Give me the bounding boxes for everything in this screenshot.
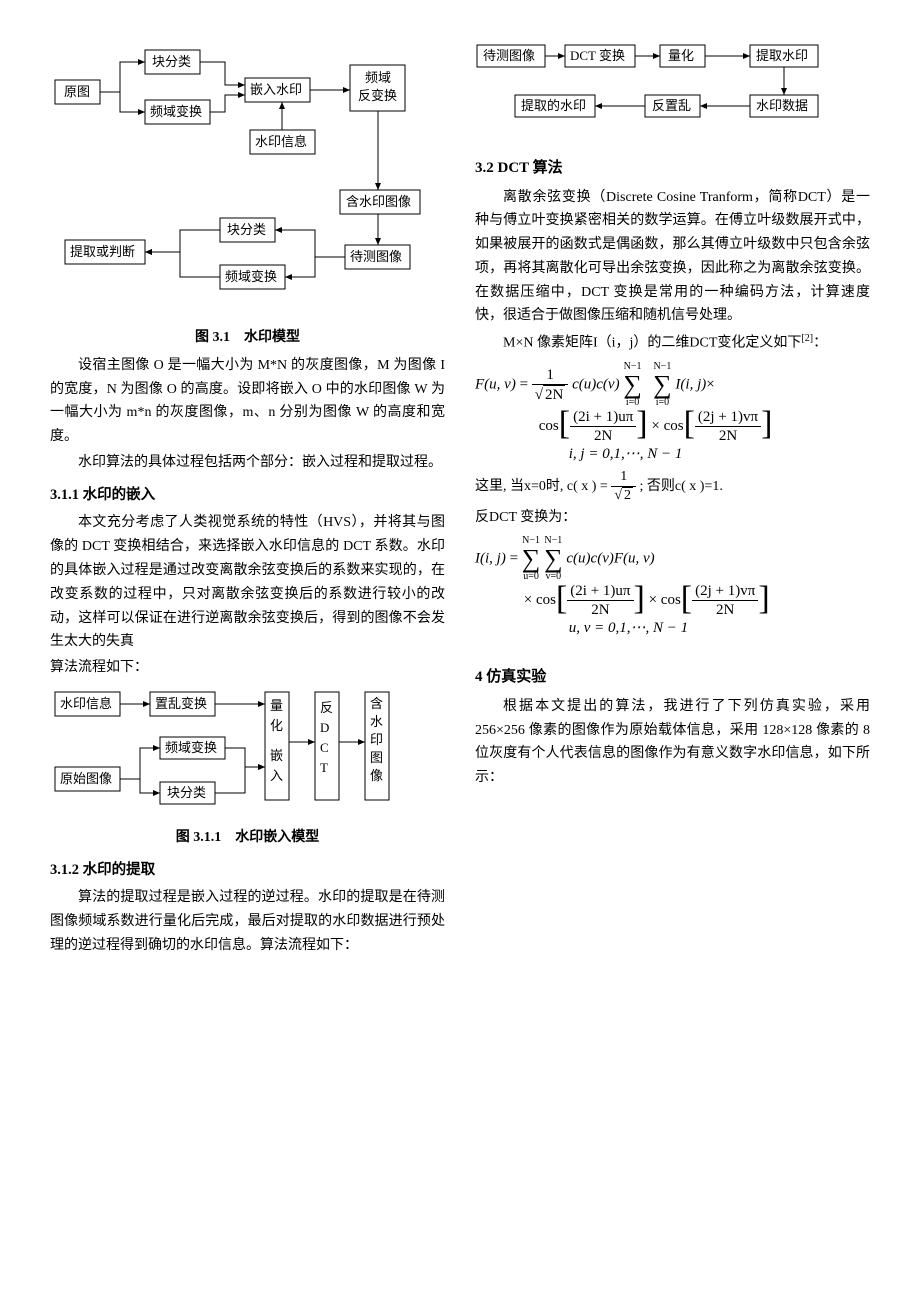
svg-text:含: 含 [370,696,383,711]
heading-3-1-2: 3.1.2 水印的提取 [50,858,445,883]
fig-3-1-2-diagram: .bx{fill:#fff;stroke:#000;stroke-width:1… [475,40,875,130]
svg-text:频域: 频域 [365,70,391,85]
svg-text:块分类: 块分类 [152,54,191,69]
svg-text:待测图像: 待测图像 [483,48,535,63]
para-32-1: 离散余弦变换（Discrete Cosine Tranform，简称DCT）是一… [475,186,870,329]
svg-text:水: 水 [370,714,383,729]
para-311-tail: 算法流程如下： [50,656,445,680]
svg-text:频域变换: 频域变换 [165,740,217,755]
svg-text:入: 入 [270,768,283,783]
para-312: 算法的提取过程是嵌入过程的逆过程。水印的提取是在待测图像频域系数进行量化后完成，… [50,886,445,957]
svg-text:量化: 量化 [668,48,694,63]
svg-text:反变换: 反变换 [358,88,397,103]
svg-text:化: 化 [270,718,283,733]
svg-text:印: 印 [370,732,383,747]
para-32-2: M×N 像素矩阵I（i，j）的二维DCT变化定义如下[2]： [475,330,870,355]
svg-text:D: D [320,720,329,735]
svg-text:含水印图像: 含水印图像 [346,194,411,209]
svg-text:提取的水印: 提取的水印 [521,98,586,113]
svg-text:嵌: 嵌 [270,748,283,763]
para-cx: 这里, 当x=0时, c( x ) = 1√2 ; 否则c( x )=1. [475,469,870,505]
svg-text:频域变换: 频域变换 [225,269,277,284]
svg-text:提取水印: 提取水印 [756,48,808,63]
svg-text:块分类: 块分类 [167,785,206,800]
svg-text:提取或判断: 提取或判断 [70,244,135,259]
svg-text:C: C [320,740,329,755]
svg-text:像: 像 [370,768,383,783]
svg-text:反: 反 [320,700,333,715]
svg-text:水印信息: 水印信息 [60,696,112,711]
heading-3-2: 3.2 DCT 算法 [475,156,870,182]
svg-text:块分类: 块分类 [227,222,266,237]
para-fig31-1: 设宿主图像 O 是一幅大小为 M*N 的灰度图像，M 为图像 I 的宽度，N 为… [50,354,445,449]
equation-dct-forward: F(u, v) = 1√2N c(u)c(v) N−1∑i=0 N−1∑i=0 … [475,362,870,463]
fig-3-1-1-diagram: .bx{fill:#fff;stroke:#000;stroke-width:1… [50,682,450,812]
para-4: 根据本文提出的算法，我进行了下列仿真实验，采用 256×256 像素的图像作为原… [475,695,870,790]
para-32-3: 反DCT 变换为： [475,506,870,530]
ref-2: [2] [801,333,813,344]
svg-text:置乱变换: 置乱变换 [155,696,207,711]
svg-text:待测图像: 待测图像 [350,249,402,264]
svg-text:图: 图 [370,750,383,765]
fig-3-1-diagram: .bx{fill:#fff;stroke:#000;stroke-width:1… [50,40,450,320]
svg-text:T: T [320,760,328,775]
svg-text:原图: 原图 [64,84,90,99]
svg-text:原始图像: 原始图像 [60,771,112,786]
svg-text:反置乱: 反置乱 [652,98,691,113]
svg-text:频域变换: 频域变换 [150,104,202,119]
svg-text:DCT 变换: DCT 变换 [570,48,625,63]
para-311: 本文充分考虑了人类视觉系统的特性（HVS），并将其与图像的 DCT 变换相结合，… [50,511,445,654]
svg-text:量: 量 [270,698,283,713]
fig-3-1-caption: 图 3.1 水印模型 [50,326,445,350]
svg-text:嵌入水印: 嵌入水印 [250,82,302,97]
heading-4: 4 仿真实验 [475,665,870,691]
equation-dct-inverse: I(i, j) = N−1∑u=0 N−1∑v=0 c(u)c(v)F(u, v… [475,536,870,637]
para-fig31-2: 水印算法的具体过程包括两个部分：嵌入过程和提取过程。 [50,451,445,475]
svg-text:水印信息: 水印信息 [255,134,307,149]
heading-3-1-1: 3.1.1 水印的嵌入 [50,483,445,508]
fig-3-1-1-caption: 图 3.1.1 水印嵌入模型 [50,826,445,850]
svg-text:水印数据: 水印数据 [756,98,808,113]
